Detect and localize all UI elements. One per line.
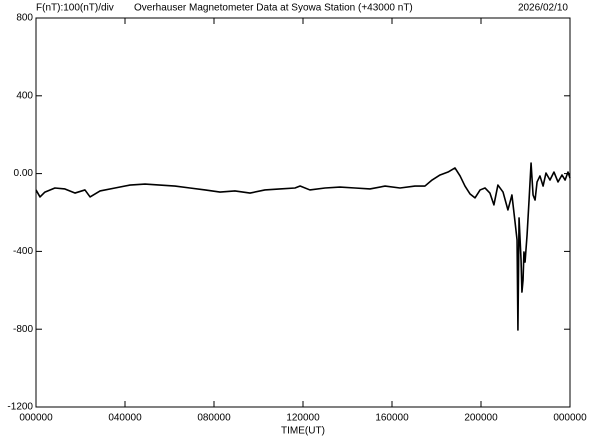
x-axis-label: TIME(UT) xyxy=(281,426,325,437)
y-tick-label: -400 xyxy=(13,246,33,257)
x-tick-label: 080000 xyxy=(197,413,231,424)
scale-note: F(nT):100(nT)/div xyxy=(36,3,114,14)
x-tick-label: 000000 xyxy=(553,413,587,424)
date: 2026/02/10 xyxy=(518,3,568,14)
x-tick-label: 040000 xyxy=(108,413,142,424)
y-tick-label: -1200 xyxy=(7,402,33,413)
x-tick-label: 160000 xyxy=(375,413,409,424)
y-tick-label: 400 xyxy=(16,90,33,101)
x-tick-label: 000000 xyxy=(19,413,53,424)
y-tick-label: -800 xyxy=(13,324,33,335)
y-tick-label: 800 xyxy=(16,13,33,24)
chart-title: Overhauser Magnetometer Data at Syowa St… xyxy=(134,3,413,14)
data-line xyxy=(35,162,571,331)
y-tick-label: 0.00 xyxy=(14,168,34,179)
x-tick-label: 120000 xyxy=(286,413,320,424)
plot-frame xyxy=(35,17,571,408)
x-tick-label: 200000 xyxy=(464,413,498,424)
